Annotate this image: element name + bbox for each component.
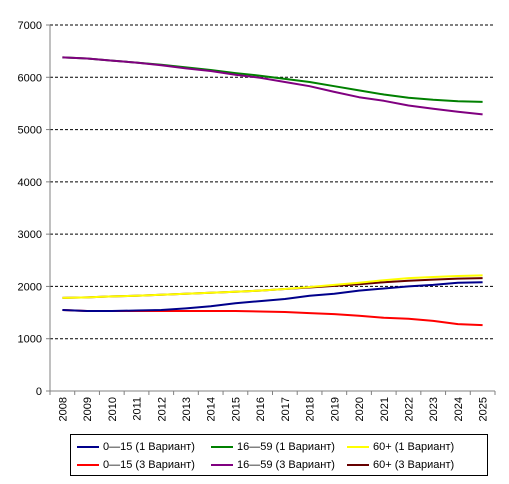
x-tick-label: 2017 (280, 397, 292, 421)
legend-item: 60+ (1 Вариант) (347, 439, 454, 455)
y-axis-ticks: 0 1000 2000 3000 4000 5000 6000 7000 (18, 20, 50, 398)
x-tick-label: 2020 (354, 397, 366, 421)
y-tick-label: 1000 (18, 334, 42, 346)
x-tick-label: 2024 (453, 397, 465, 421)
y-tick-label: 3000 (18, 229, 42, 241)
series-lines (62, 56, 483, 327)
x-tick-label: 2016 (255, 397, 267, 421)
y-tick-label: 0 (36, 386, 42, 398)
x-tick-label: 2022 (403, 397, 415, 421)
series-line (62, 309, 483, 327)
legend-swatch (211, 464, 233, 466)
x-tick-label: 2019 (329, 397, 341, 421)
y-tick-label: 4000 (18, 177, 42, 189)
legend-swatch (77, 464, 99, 466)
legend-swatch (347, 464, 369, 466)
legend-label: 16—59 (3 Вариант) (237, 459, 335, 471)
series-line (62, 274, 483, 299)
x-axis-ticks: 2008 2009 2010 2011 2012 2013 2014 2015 2016 2017… (49, 391, 496, 421)
x-tick-label: 2009 (82, 397, 94, 421)
legend-item: 16—59 (3 Вариант) (211, 457, 335, 473)
legend-swatch (211, 446, 233, 448)
x-tick-label: 2023 (428, 397, 440, 421)
chart-legend: 0—15 (1 Вариант) 16—59 (1 Вариант) 60+ (… (70, 434, 488, 476)
series-line (62, 56, 483, 116)
legend-label: 60+ (3 Вариант) (373, 459, 455, 471)
x-tick-label: 2011 (132, 397, 144, 421)
x-tick-label: 2010 (107, 397, 119, 421)
x-tick-label: 2015 (230, 397, 242, 421)
gridlines (50, 24, 495, 340)
y-tick-label: 5000 (18, 125, 42, 137)
x-tick-label: 2008 (57, 397, 69, 421)
x-tick-label: 2025 (478, 397, 490, 421)
legend-swatch (347, 446, 369, 448)
series-line (62, 281, 483, 312)
x-tick-label: 2021 (379, 397, 391, 421)
legend-item: 0—15 (1 Вариант) (77, 439, 195, 455)
legend-label: 16—59 (1 Вариант) (237, 441, 335, 453)
legend-item: 16—59 (1 Вариант) (211, 439, 335, 455)
y-tick-label: 6000 (18, 72, 42, 84)
x-tick-label: 2013 (181, 397, 193, 421)
x-tick-label: 2012 (156, 397, 168, 421)
legend-label: 0—15 (1 Вариант) (103, 441, 195, 453)
series-line (62, 277, 483, 299)
y-tick-label: 7000 (18, 20, 42, 32)
legend-label: 0—15 (3 Вариант) (103, 459, 195, 471)
legend-item: 60+ (3 Вариант) (347, 457, 454, 473)
y-tick-label: 2000 (18, 281, 42, 293)
x-tick-label: 2018 (305, 397, 317, 421)
legend-item: 0—15 (3 Вариант) (77, 457, 195, 473)
x-tick-label: 2014 (206, 397, 218, 421)
legend-swatch (77, 446, 99, 448)
legend-label: 60+ (1 Вариант) (373, 441, 455, 453)
